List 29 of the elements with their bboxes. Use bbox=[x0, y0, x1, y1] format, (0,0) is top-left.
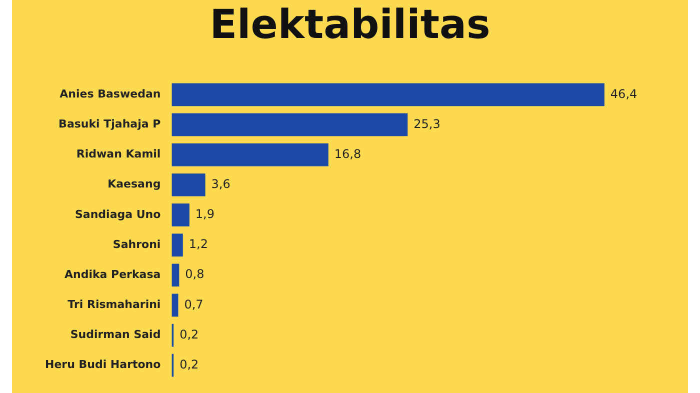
bar bbox=[172, 83, 604, 106]
y-tick-label: Basuki Tjahaja P bbox=[58, 118, 161, 131]
bar bbox=[172, 264, 180, 287]
chart-title: Elektabilitas bbox=[208, 2, 492, 48]
data-label: 1,2 bbox=[188, 237, 208, 252]
data-label: 0,8 bbox=[185, 267, 204, 282]
bar bbox=[172, 173, 206, 196]
y-tick-label: Sahroni bbox=[112, 238, 161, 251]
data-label: 16,8 bbox=[334, 146, 362, 161]
y-tick-label: Sudirman Said bbox=[70, 328, 161, 342]
data-label: 0,2 bbox=[180, 357, 199, 372]
data-label: 1,9 bbox=[195, 207, 215, 222]
y-tick-label: Anies Baswedan bbox=[60, 88, 161, 100]
y-tick-label: Ridwan Kamil bbox=[76, 148, 161, 161]
bar bbox=[172, 143, 328, 166]
bar bbox=[172, 113, 408, 136]
data-label: 0,7 bbox=[184, 297, 204, 312]
y-tick-label: Heru Budi Hartono bbox=[44, 358, 162, 372]
data-label: 25,3 bbox=[414, 116, 440, 131]
data-label: 46,4 bbox=[610, 86, 638, 101]
data-label: 0,2 bbox=[180, 327, 199, 342]
bar bbox=[172, 294, 178, 317]
data-label: 3,6 bbox=[211, 177, 230, 192]
y-tick-label: Kaesang bbox=[108, 178, 161, 191]
y-tick-label: Andika Perkasa bbox=[64, 268, 161, 281]
y-tick-label: Sandiaga Uno bbox=[74, 208, 162, 221]
bar bbox=[172, 234, 183, 256]
bar bbox=[172, 204, 190, 226]
y-tick-label: Tri Rismaharini bbox=[68, 298, 161, 312]
